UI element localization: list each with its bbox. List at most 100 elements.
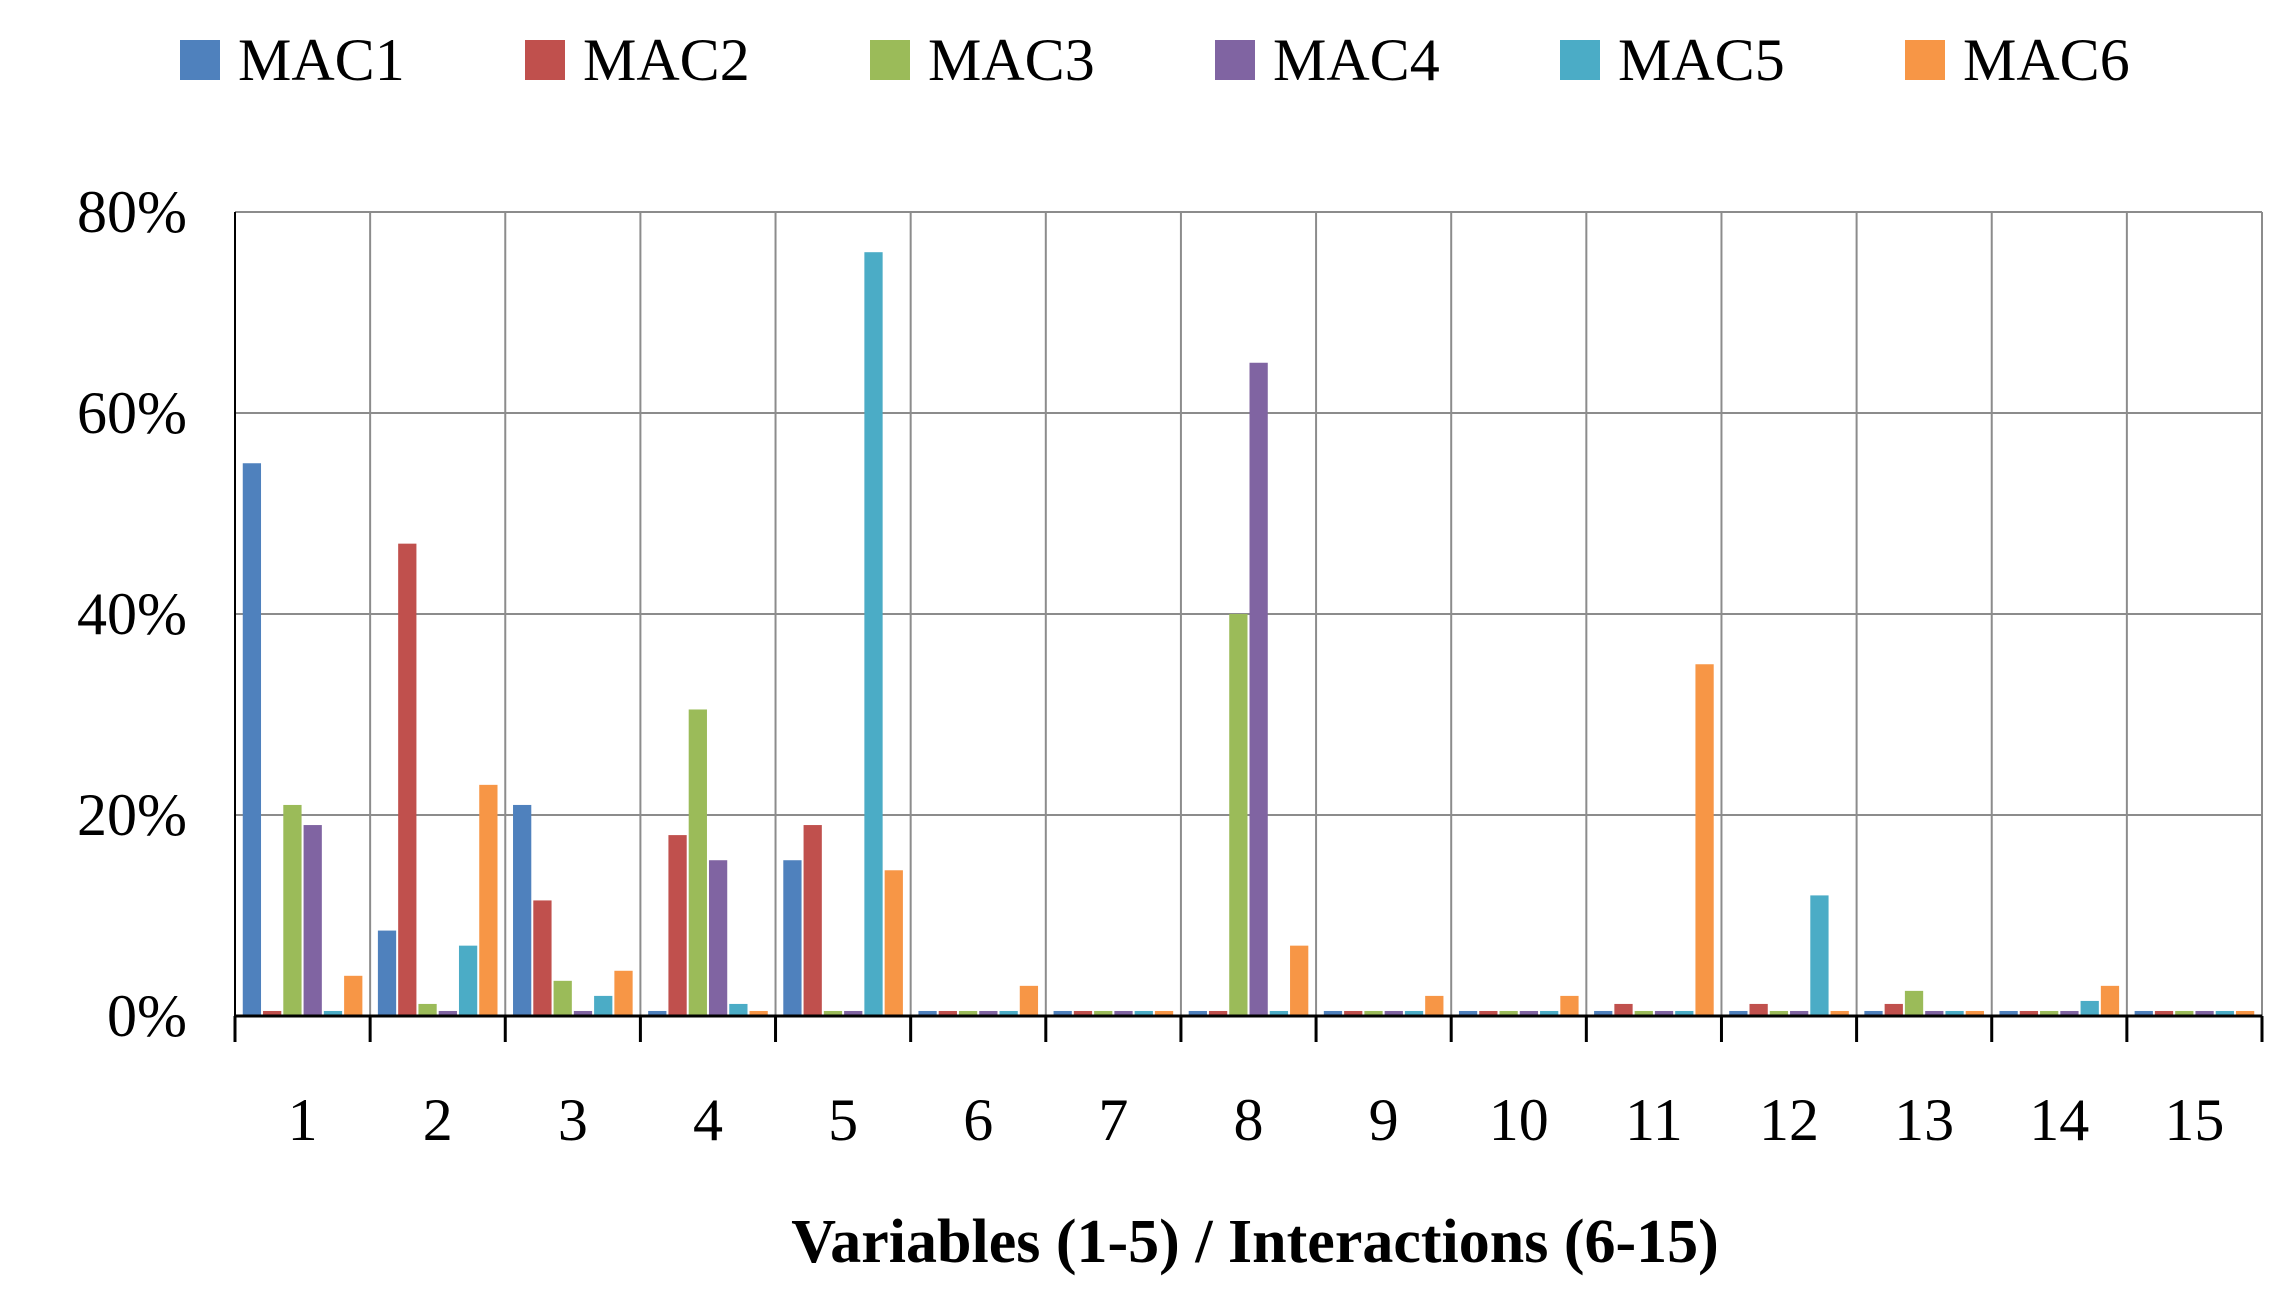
bar-mac4-8 — [1249, 362, 1268, 1016]
bar-mac6-15 — [2235, 1010, 2255, 1016]
legend-label-mac5: MAC5 — [1618, 27, 1785, 93]
bar-mac4-3 — [573, 1010, 593, 1016]
x-tick-label: 3 — [558, 1087, 588, 1153]
x-tick-label: 4 — [693, 1087, 723, 1153]
bar-mac1-10 — [1458, 1010, 1478, 1016]
gridlines — [234, 211, 2263, 1017]
bar-mac2-6 — [938, 1010, 957, 1016]
bar-mac5-15 — [2215, 1010, 2234, 1016]
legend-swatch-mac3 — [870, 40, 910, 80]
bar-mac3-15 — [2175, 1010, 2194, 1016]
bar-mac3-9 — [1364, 1010, 1383, 1016]
bar-mac6-8 — [1290, 945, 1309, 1016]
bar-mac1-2 — [377, 930, 397, 1016]
bar-mac2-12 — [1749, 1003, 1768, 1016]
bar-mac4-13 — [1925, 1010, 1944, 1016]
x-tick-label: 12 — [1759, 1087, 1819, 1153]
legend-label-mac6: MAC6 — [1963, 27, 2130, 93]
bar-mac1-4 — [648, 1010, 667, 1016]
bar-mac2-4 — [668, 835, 687, 1016]
bar-mac2-2 — [398, 543, 417, 1016]
bar-mac4-4 — [708, 860, 728, 1016]
bars — [242, 252, 2255, 1016]
bar-mac4-11 — [1654, 1010, 1674, 1016]
x-axis-title: Variables (1-5) / Interactions (6-15) — [791, 1208, 1719, 1276]
bar-mac5-7 — [1134, 1010, 1153, 1016]
legend-label-mac4: MAC4 — [1273, 27, 1440, 93]
x-tick-label: 10 — [1489, 1087, 1549, 1153]
legend-label-mac1: MAC1 — [238, 27, 405, 93]
y-tick-label: 40% — [77, 581, 187, 647]
x-tick-label: 15 — [2164, 1087, 2224, 1153]
bar-mac3-13 — [1904, 990, 1924, 1016]
x-tick-label: 13 — [1894, 1087, 1954, 1153]
bar-mac4-6 — [979, 1010, 998, 1016]
bar-mac4-2 — [438, 1010, 457, 1016]
bar-mac6-13 — [1965, 1010, 1984, 1016]
bar-mac6-14 — [2100, 985, 2120, 1016]
bar-mac4-15 — [2195, 1010, 2214, 1016]
bar-mac5-10 — [1540, 1010, 1559, 1016]
bar-mac4-14 — [2060, 1010, 2079, 1016]
bar-mac1-7 — [1053, 1010, 1072, 1016]
bar-mac4-9 — [1384, 1010, 1403, 1016]
bar-mac5-13 — [1945, 1010, 1964, 1016]
bar-mac6-3 — [614, 970, 633, 1016]
bar-mac2-15 — [2154, 1010, 2174, 1016]
legend-label-mac3: MAC3 — [928, 27, 1095, 93]
bar-mac5-5 — [864, 252, 883, 1016]
bar-mac6-6 — [1019, 985, 1039, 1016]
bar-mac3-2 — [418, 1003, 437, 1016]
bar-mac4-7 — [1114, 1010, 1133, 1016]
bar-mac1-6 — [918, 1010, 937, 1016]
bar-mac2-7 — [1073, 1010, 1093, 1016]
x-tick-label: 9 — [1369, 1087, 1399, 1153]
bar-mac5-6 — [999, 1010, 1018, 1016]
bar-mac6-2 — [479, 784, 498, 1016]
bar-mac5-3 — [594, 995, 613, 1016]
bar-mac3-8 — [1229, 614, 1248, 1016]
bar-mac1-3 — [513, 804, 532, 1016]
bar-mac3-10 — [1499, 1010, 1518, 1016]
bar-mac2-9 — [1344, 1010, 1363, 1016]
y-tick-label: 20% — [77, 782, 187, 848]
bar-mac3-1 — [283, 804, 302, 1016]
bar-mac1-14 — [1999, 1010, 2018, 1016]
bar-mac6-9 — [1425, 995, 1444, 1016]
bar-mac3-7 — [1094, 1010, 1113, 1016]
bar-mac2-8 — [1208, 1010, 1228, 1016]
bar-mac6-10 — [1560, 995, 1579, 1016]
bar-mac5-4 — [729, 1003, 748, 1016]
bar-mac6-4 — [749, 1010, 768, 1016]
bar-mac2-10 — [1479, 1010, 1498, 1016]
bar-mac3-12 — [1769, 1010, 1789, 1016]
bar-mac2-3 — [533, 900, 552, 1016]
axes — [233, 212, 2264, 1042]
legend-swatch-mac1 — [180, 40, 220, 80]
bar-mac4-1 — [303, 825, 322, 1016]
bar-mac1-1 — [242, 463, 262, 1016]
bar-mac2-5 — [803, 825, 822, 1016]
bar-mac3-3 — [553, 980, 572, 1016]
x-tick-label: 14 — [2029, 1087, 2089, 1153]
x-tick-label: 7 — [1098, 1087, 1128, 1153]
legend-swatch-mac6 — [1905, 40, 1945, 80]
bar-mac5-2 — [458, 945, 478, 1016]
bar-mac2-13 — [1884, 1003, 1903, 1016]
legend-swatch-mac4 — [1215, 40, 1255, 80]
bar-mac1-5 — [783, 860, 802, 1016]
bar-mac3-5 — [823, 1010, 843, 1016]
bar-mac2-11 — [1614, 1003, 1633, 1016]
x-tick-label: 8 — [1234, 1087, 1264, 1153]
bar-mac5-1 — [323, 1010, 343, 1016]
bar-mac2-14 — [2019, 1010, 2039, 1016]
bar-mac4-10 — [1519, 1010, 1539, 1016]
y-tick-label: 80% — [77, 179, 187, 245]
y-tick-label: 0% — [107, 983, 187, 1049]
bar-mac5-9 — [1404, 1010, 1424, 1016]
x-tick-labels: 1 2 3 4 5 6 7 8 9 10 11 12 13 14 15 — [288, 1087, 2225, 1153]
bar-mac3-4 — [688, 709, 707, 1016]
bar-mac6-11 — [1695, 664, 1714, 1016]
bar-mac6-1 — [344, 975, 363, 1016]
